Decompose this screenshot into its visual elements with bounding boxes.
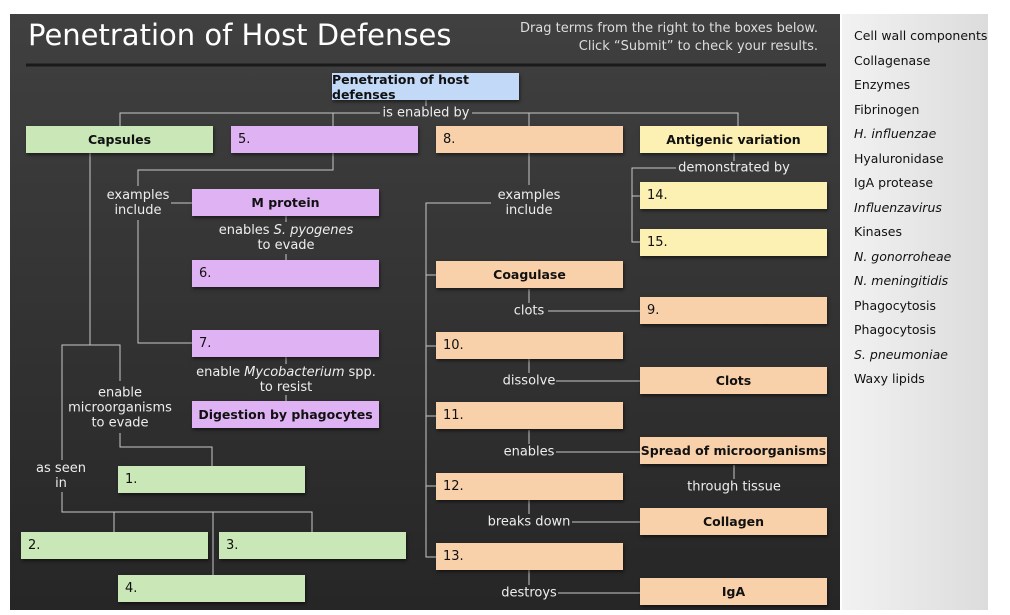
draggable-term[interactable]: Hyaluronidase — [854, 150, 944, 166]
label-part: Mycobacterium — [244, 365, 345, 380]
label-part: S. pyogenes — [273, 223, 354, 238]
draggable-term[interactable]: N. gonorroheae — [854, 248, 952, 264]
concept-box: Collagen — [640, 508, 827, 535]
draggable-term[interactable]: Collagenase — [854, 52, 931, 68]
concept-box: Capsules — [26, 126, 213, 153]
connector-label: examples include — [106, 188, 170, 218]
draggable-term[interactable]: N. meningitidis — [854, 273, 949, 288]
connector-label: enables S. pyogenes to evade — [217, 223, 356, 253]
drop-box[interactable]: 8. — [436, 126, 623, 153]
connector-label: dissolve — [502, 373, 556, 389]
term-list: Cell wall components Collagenase Enzymes Fi… — [854, 28, 987, 396]
connector-lines — [26, 63, 826, 594]
draggable-term[interactable]: Waxy lipids — [854, 371, 925, 386]
drop-box[interactable]: 14. — [640, 182, 827, 209]
draggable-term[interactable]: Enzymes — [854, 77, 911, 92]
drop-box[interactable]: 4. — [118, 575, 305, 602]
drop-box[interactable]: 2. — [21, 532, 208, 559]
draggable-term[interactable]: Phagocytosis — [854, 322, 937, 337]
concept-box: Coagulase — [436, 261, 623, 288]
concept-box: Penetration of host defenses — [332, 72, 519, 102]
drop-box[interactable]: 6. — [192, 260, 379, 287]
drop-box[interactable]: 7. — [192, 330, 379, 357]
label-part: enable — [196, 365, 241, 380]
instruction: Click “Submit” to check your results. — [578, 39, 818, 54]
draggable-term[interactable]: Fibrinogen — [854, 101, 920, 117]
connector-label: clots — [513, 303, 545, 319]
drop-box[interactable]: 3. — [219, 532, 406, 559]
drop-box[interactable]: 5. — [231, 126, 418, 153]
drop-box[interactable]: 10. — [436, 332, 623, 359]
label-part: to evade — [257, 238, 315, 253]
draggable-term[interactable]: Kinases — [854, 224, 902, 239]
drop-box[interactable]: 15. — [640, 229, 827, 256]
connector-label: enables — [503, 444, 555, 460]
connector-label: demonstrated by — [678, 160, 790, 176]
term-sidebar — [842, 14, 988, 610]
connector-label: as seen in — [36, 461, 86, 491]
drop-box[interactable]: 9. — [640, 297, 827, 324]
concept-box: Clots — [640, 367, 827, 394]
instruction: Drag terms from the right to the boxes b… — [519, 21, 818, 36]
connector-label: enable Mycobacterium spp. to resist — [194, 365, 378, 395]
draggable-term[interactable]: IgA protease — [854, 175, 934, 190]
concept-box: Spread of microorganisms — [640, 437, 827, 464]
concept-box: Antigenic variation — [640, 126, 827, 153]
draggable-term[interactable]: Phagocytosis — [854, 297, 937, 313]
draggable-term[interactable]: Influenzavirus — [854, 199, 942, 215]
drop-box[interactable]: 13. — [436, 543, 623, 570]
drop-box[interactable]: 12. — [436, 473, 623, 500]
connector-label: enable microorganisms to evade — [68, 385, 172, 431]
label-part: enables — [218, 223, 270, 238]
connector-label: destroys — [501, 585, 557, 601]
drop-box[interactable]: 1. — [118, 466, 305, 493]
connector-label: is enabled by — [382, 105, 470, 121]
connector-label: through tissue — [687, 479, 781, 495]
label-part: spp. — [348, 365, 376, 380]
draggable-term[interactable]: Cell wall components — [854, 28, 988, 43]
connector-label: breaks down — [487, 514, 571, 530]
drop-box[interactable]: 11. — [436, 402, 623, 429]
page-title: Penetration of Host Defenses — [28, 18, 452, 52]
draggable-term[interactable]: S. pneumoniae — [854, 346, 948, 362]
connector-label: examples include — [497, 188, 561, 218]
concept-box: M protein — [192, 189, 379, 216]
draggable-term[interactable]: H. influenzae — [854, 126, 937, 141]
concept-box: Digestion by phagocytes — [192, 401, 379, 428]
label-part: to resist — [259, 380, 313, 395]
concept-box: IgA — [640, 578, 827, 605]
